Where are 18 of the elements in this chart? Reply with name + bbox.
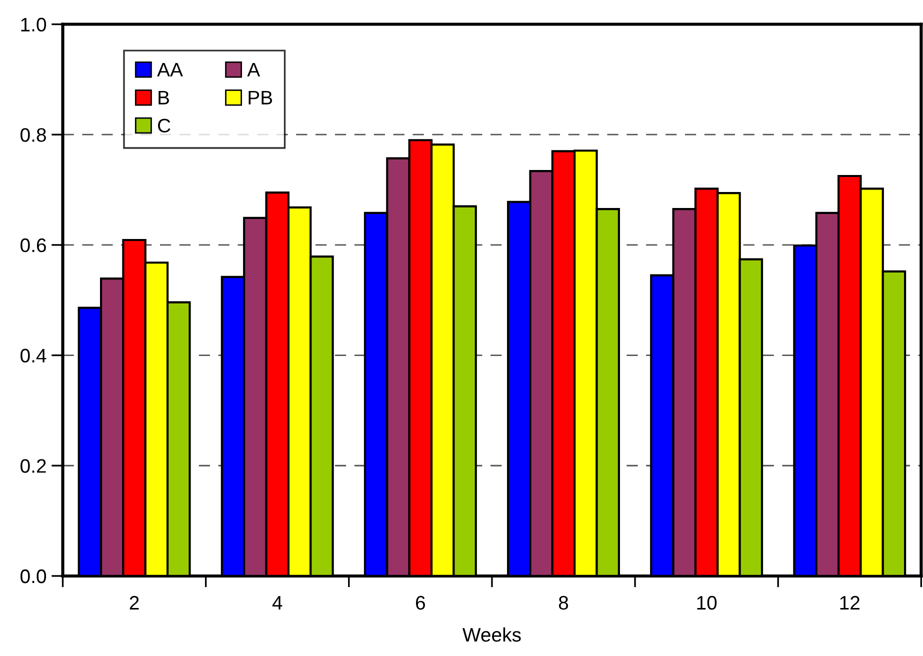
x-tick-label: 4 [272, 596, 282, 610]
y-tick-label: 0.4 [20, 348, 46, 363]
legend-label: C [158, 118, 170, 132]
legend-label: B [158, 90, 169, 104]
legend-label: A [247, 63, 260, 76]
x-tick-label: 2 [130, 596, 139, 610]
x-tick-label: 12 [840, 596, 860, 610]
y-tick-label: 0.2 [20, 459, 46, 473]
y-tick-label: 0.0 [20, 569, 46, 584]
legend-label: PB [248, 90, 272, 104]
x-tick-label: 10 [697, 596, 717, 610]
x-tick-label: 8 [558, 596, 568, 610]
x-axis-title: Weeks [462, 627, 521, 642]
legend-label: AA [157, 63, 183, 76]
y-tick-label: 0.8 [20, 128, 46, 142]
y-tick-label: 0.6 [20, 238, 46, 252]
y-tick-label: 1.0 [21, 18, 46, 32]
x-tick-label: 6 [416, 596, 425, 610]
